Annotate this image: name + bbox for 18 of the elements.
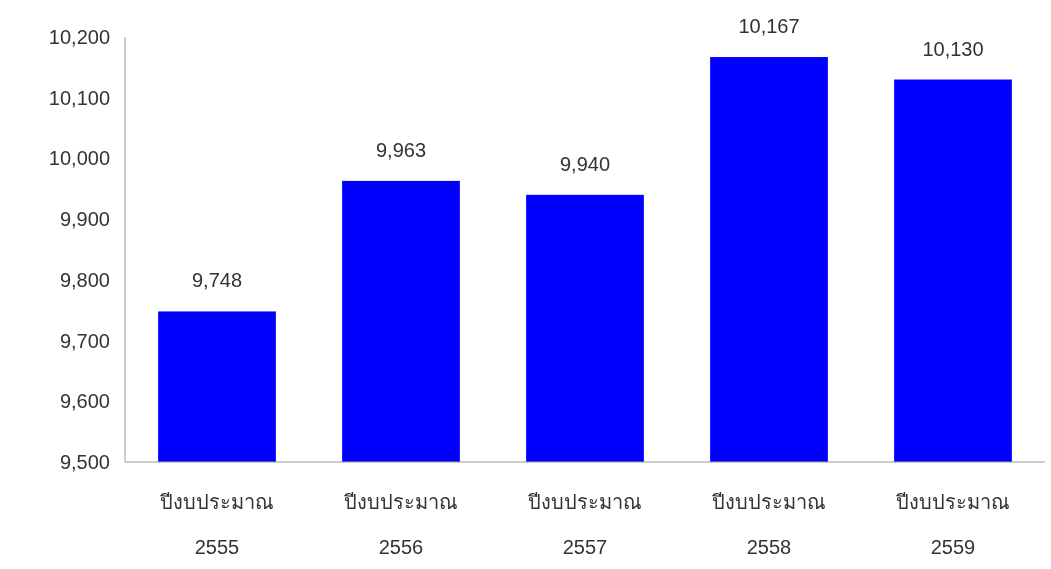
data-label: 9,748 <box>191 269 243 292</box>
y-tick-label: 9,900 <box>59 208 110 231</box>
data-label: 9,963 <box>375 138 427 161</box>
y-tick-label: 10,000 <box>48 147 110 170</box>
y-tick-label: 9,500 <box>59 451 110 473</box>
x-tick-label: ปีงบประมาณ 2556 <box>344 491 458 558</box>
x-tick-label: ปีงบประมาณ 2558 <box>712 491 826 558</box>
y-tick-label: 9,800 <box>59 268 110 291</box>
y-tick-label: 9,700 <box>59 329 110 352</box>
x-tick-label: ปีงบประมาณ 2557 <box>528 491 642 558</box>
data-label: 10,130 <box>922 37 984 60</box>
data-label: 10,167 <box>738 15 800 38</box>
x-tick-label: ปีงบประมาณ 2559 <box>896 491 1010 558</box>
y-tick-label: 9,600 <box>59 390 110 413</box>
y-tick-label: 10,200 <box>48 26 110 48</box>
y-tick-label: 10,100 <box>48 86 110 109</box>
data-label: 9,940 <box>559 152 611 175</box>
x-tick-label: ปีงบประมาณ 2555 <box>160 491 274 558</box>
